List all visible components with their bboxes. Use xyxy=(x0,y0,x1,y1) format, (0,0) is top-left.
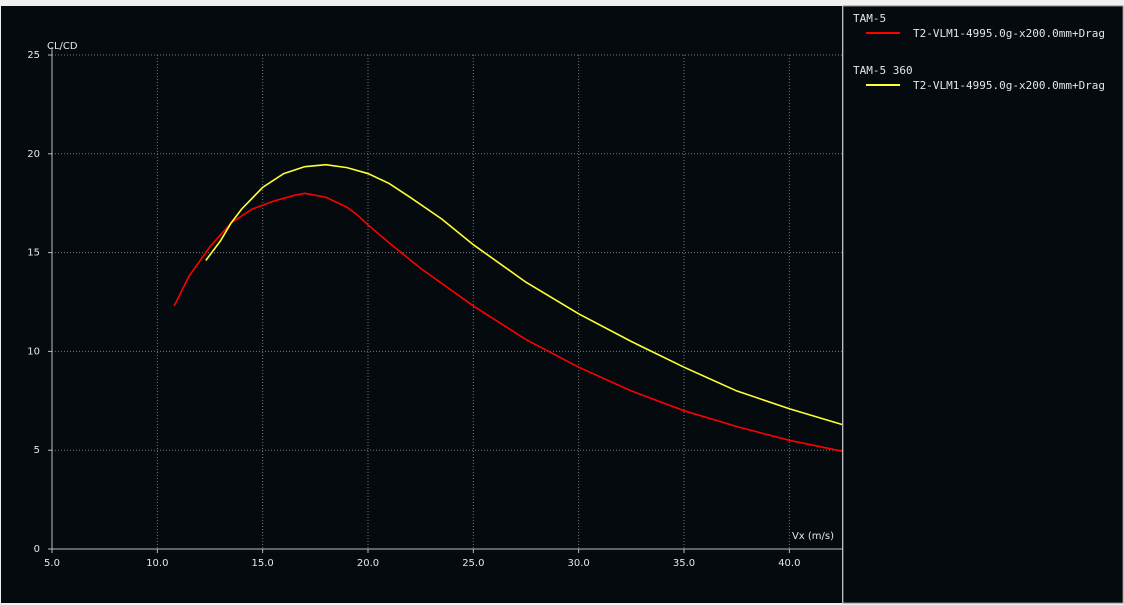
x-tick-label: 35.0 xyxy=(673,558,695,569)
legend-group: TAM-5 360 xyxy=(853,64,913,77)
legend-label: T2-VLM1-4995.0g-x200.0mm+Drag xyxy=(913,27,1105,40)
x-tick-label: 25.0 xyxy=(462,558,484,569)
x-tick-label: 40.0 xyxy=(778,558,800,569)
series-line xyxy=(205,163,843,426)
y-axis-label: CL/CD xyxy=(47,41,78,52)
x-tick-label: 5.0 xyxy=(44,558,60,569)
x-tick-label: 10.0 xyxy=(146,558,168,569)
x-tick-label: 20.0 xyxy=(357,558,379,569)
plot-background xyxy=(1,6,842,603)
legend-label: T2-VLM1-4995.0g-x200.0mm+Drag xyxy=(913,79,1105,92)
y-tick-label: 5 xyxy=(34,445,40,456)
y-tick-label: 20 xyxy=(27,149,40,160)
legend-panel xyxy=(842,5,1124,604)
x-tick-label: 30.0 xyxy=(568,558,590,569)
y-tick-label: 0 xyxy=(34,544,40,555)
legend: TAM-5T2-VLM1-4995.0g-x200.0mm+DragTAM-5 … xyxy=(853,12,1105,92)
y-tick-label: 25 xyxy=(27,50,40,61)
x-axis-label: Vx (m/s) xyxy=(792,531,834,542)
legend-group: TAM-5 xyxy=(853,12,886,25)
y-tick-label: 10 xyxy=(27,346,40,357)
y-tick-label: 15 xyxy=(27,248,40,259)
x-tick-label: 15.0 xyxy=(252,558,274,569)
series-line xyxy=(173,192,843,452)
